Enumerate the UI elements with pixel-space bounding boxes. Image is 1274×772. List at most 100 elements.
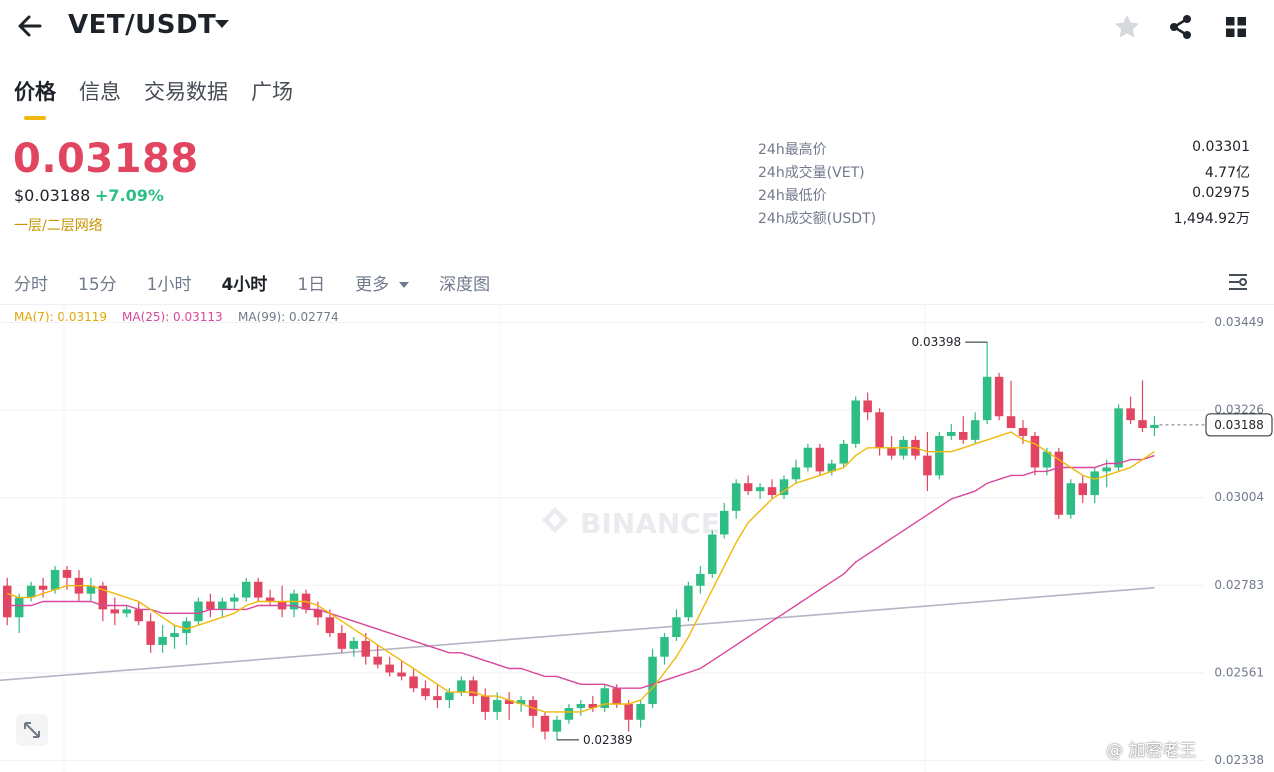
candle-body xyxy=(588,704,598,708)
candle xyxy=(552,715,562,740)
candle-body xyxy=(86,585,96,594)
candle-body xyxy=(863,400,872,413)
candle-body xyxy=(1090,471,1099,496)
candle xyxy=(206,593,215,618)
candle xyxy=(815,443,825,476)
candle-body xyxy=(887,447,896,456)
candle-body xyxy=(492,700,502,712)
candle xyxy=(851,396,860,448)
chart-settings-button[interactable] xyxy=(1226,270,1250,294)
share-button[interactable] xyxy=(1166,12,1196,42)
ma7-line xyxy=(7,431,1155,713)
candle xyxy=(540,711,550,740)
candle xyxy=(576,700,586,716)
candle-body xyxy=(397,672,406,677)
candle-body xyxy=(1066,483,1076,515)
candle-body xyxy=(457,680,466,693)
stat-label: 24h成交额(USDT) xyxy=(758,211,877,227)
candle-body xyxy=(134,609,143,622)
ma99-line xyxy=(0,586,1155,682)
stat-label: 24h最高价 xyxy=(758,142,827,158)
candle-body xyxy=(624,704,633,720)
candlestick-chart[interactable]: BINANCE 0.03449 0.03226 0.03004 0.02783 0.02… xyxy=(0,305,1274,772)
last-price-tag-label: 0.03188 xyxy=(1214,418,1264,432)
candle xyxy=(385,656,394,677)
candle xyxy=(433,684,442,708)
candle xyxy=(779,475,789,500)
candle-body xyxy=(504,700,514,705)
candle-body xyxy=(230,597,239,602)
pair-selector[interactable]: VET/USDT xyxy=(68,10,217,40)
candle xyxy=(994,372,1004,421)
binance-watermark: BINANCE xyxy=(580,507,720,540)
candle-body xyxy=(50,569,60,590)
expand-button[interactable] xyxy=(16,714,48,746)
candle xyxy=(1078,475,1087,503)
candle-body xyxy=(1042,451,1052,468)
candle xyxy=(445,688,454,708)
interval-1d[interactable]: 1日 xyxy=(297,275,326,295)
candle-body xyxy=(935,435,944,476)
candle xyxy=(397,660,406,681)
candle-body xyxy=(612,688,621,705)
tab-square[interactable]: 广场 xyxy=(251,80,293,104)
candle-body xyxy=(122,609,131,614)
candle xyxy=(672,609,681,641)
candle xyxy=(863,392,872,421)
candle xyxy=(122,605,131,618)
favorite-button[interactable] xyxy=(1112,12,1142,42)
sliders-icon xyxy=(1229,274,1247,290)
candle xyxy=(1126,396,1135,425)
tab-trading-data[interactable]: 交易数据 xyxy=(144,80,228,104)
ma99-legend: MA(99): 0.02774 xyxy=(238,310,339,324)
candle-body xyxy=(1138,420,1147,429)
active-tab-indicator xyxy=(24,116,46,120)
candle xyxy=(959,416,968,444)
candle xyxy=(265,589,275,606)
candle-body xyxy=(576,704,586,708)
candle xyxy=(86,577,96,602)
candle-body xyxy=(767,487,777,496)
tab-info[interactable]: 信息 xyxy=(79,80,121,104)
tab-price[interactable]: 价格 xyxy=(14,80,56,104)
candle xyxy=(648,648,657,708)
low-marker-label: 0.02389 xyxy=(583,733,633,747)
interval-4h[interactable]: 4小时 xyxy=(221,275,268,295)
candle xyxy=(731,479,741,519)
candle xyxy=(600,684,609,712)
candle-body xyxy=(62,569,72,578)
caret-down-icon[interactable] xyxy=(215,20,229,28)
stat-value: 1,494.92万 xyxy=(1173,211,1250,227)
interval-more[interactable]: 更多 xyxy=(355,270,410,295)
candle xyxy=(194,597,203,626)
candle xyxy=(26,581,36,602)
interval-depth[interactable]: 深度图 xyxy=(439,275,491,295)
candle xyxy=(708,530,717,578)
interval-line[interactable]: 分时 xyxy=(14,275,48,295)
candle xyxy=(803,443,813,472)
stat-value: 0.02975 xyxy=(1192,185,1250,201)
candle xyxy=(289,589,299,618)
candle-body xyxy=(146,621,155,645)
candle xyxy=(624,700,633,732)
stat-row: 24h成交量(VET) 4.77亿 xyxy=(758,162,1250,185)
network-tag[interactable]: 一层/二层网络 xyxy=(14,218,103,234)
candle-body xyxy=(660,636,669,657)
candle-body xyxy=(409,676,418,689)
candle-body xyxy=(947,431,956,436)
candle-body xyxy=(265,597,275,602)
interval-more-label: 更多 xyxy=(355,275,390,295)
interval-15m[interactable]: 15分 xyxy=(78,275,117,295)
layout-button[interactable] xyxy=(1221,12,1251,42)
candle-body xyxy=(1078,483,1087,496)
footer-watermark: @ 加密老王 xyxy=(1106,741,1197,761)
candle xyxy=(469,676,478,705)
candle-body xyxy=(516,700,526,705)
candle xyxy=(1006,380,1016,429)
candle-body xyxy=(731,483,741,511)
interval-1h[interactable]: 1小时 xyxy=(146,275,192,295)
candle xyxy=(982,342,992,425)
back-button[interactable] xyxy=(14,10,46,42)
candle xyxy=(684,581,693,622)
candle-body xyxy=(743,483,753,492)
